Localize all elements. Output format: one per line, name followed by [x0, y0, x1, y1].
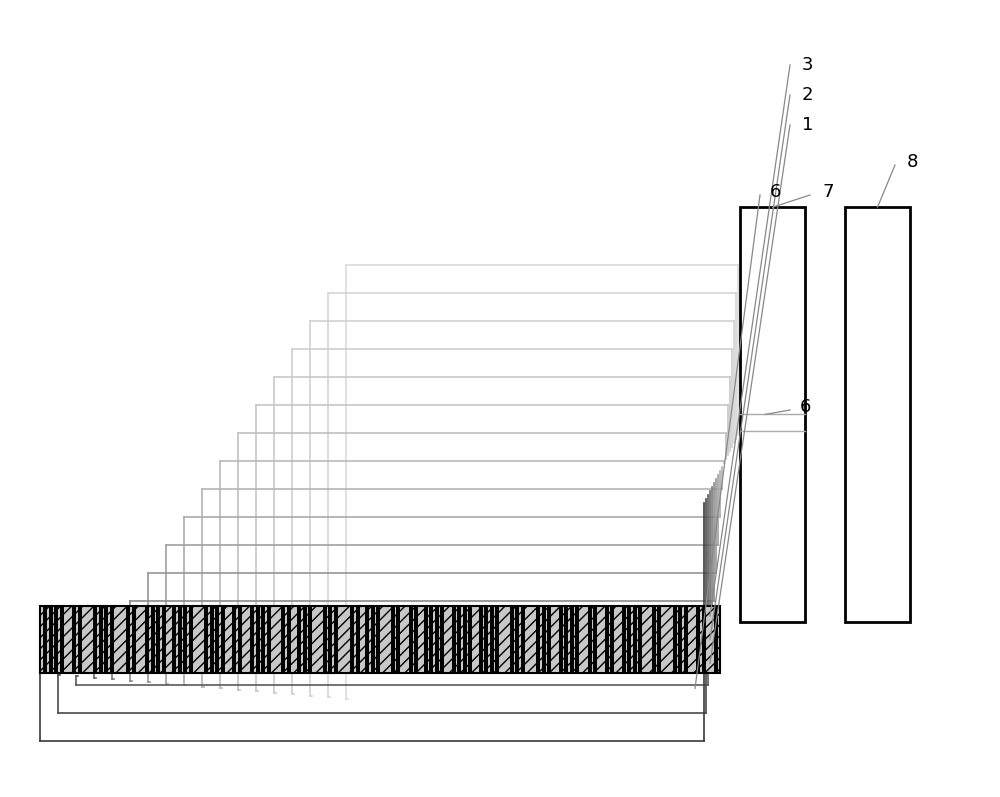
Bar	[287, 607, 290, 673]
Bar	[479, 607, 482, 673]
Bar	[250, 607, 254, 673]
Bar	[490, 607, 494, 673]
Bar	[145, 607, 149, 673]
Bar	[588, 607, 592, 673]
Bar	[150, 607, 154, 673]
Bar	[657, 607, 661, 673]
Bar	[162, 607, 166, 673]
Bar	[98, 607, 103, 673]
Bar	[370, 607, 374, 673]
Bar	[188, 607, 192, 673]
Bar	[256, 607, 260, 673]
Bar	[396, 607, 400, 673]
Bar	[684, 607, 688, 673]
Text: 7: 7	[822, 183, 834, 201]
Bar	[434, 607, 438, 673]
Bar	[302, 607, 306, 673]
Bar	[204, 607, 208, 673]
Bar	[232, 607, 236, 673]
Bar	[178, 607, 182, 673]
Bar	[238, 607, 242, 673]
Bar	[570, 607, 574, 673]
Bar	[156, 607, 160, 673]
Bar	[457, 607, 461, 673]
Bar	[714, 607, 718, 673]
Bar	[60, 607, 64, 673]
Bar	[575, 607, 579, 673]
Bar	[468, 607, 472, 673]
Bar	[678, 607, 682, 673]
Bar	[452, 607, 456, 673]
Bar	[424, 607, 428, 673]
Bar	[48, 607, 52, 673]
Bar	[220, 607, 224, 673]
Bar	[110, 607, 114, 673]
Bar	[72, 607, 76, 673]
Bar	[610, 607, 614, 673]
Bar	[462, 607, 466, 673]
Text: 8: 8	[907, 153, 918, 171]
Bar	[281, 607, 285, 673]
Bar	[390, 607, 394, 673]
Bar	[564, 607, 568, 673]
Bar	[696, 607, 700, 673]
Text: 3: 3	[802, 56, 814, 74]
Bar	[515, 607, 519, 673]
Text: 2: 2	[802, 86, 814, 104]
Bar	[604, 607, 608, 673]
Bar	[510, 607, 514, 673]
Bar	[495, 607, 499, 673]
Bar	[740, 207, 805, 622]
Bar	[536, 607, 540, 673]
Bar	[183, 607, 187, 673]
Bar	[132, 607, 136, 673]
Bar	[409, 607, 413, 673]
Bar	[593, 607, 597, 673]
Bar	[414, 607, 418, 673]
Bar	[308, 607, 312, 673]
Text: 6: 6	[800, 398, 811, 416]
Bar	[440, 607, 444, 673]
Bar	[297, 607, 301, 673]
Bar	[702, 607, 706, 673]
Bar	[542, 607, 546, 673]
Bar	[93, 607, 97, 673]
Bar	[210, 607, 214, 673]
Bar	[266, 607, 270, 673]
Bar	[78, 607, 82, 673]
Bar	[672, 607, 676, 673]
Text: 1: 1	[802, 116, 813, 134]
Bar	[376, 607, 380, 673]
Bar	[43, 607, 47, 673]
Bar	[365, 607, 369, 673]
Bar	[40, 606, 720, 673]
Bar	[126, 607, 130, 673]
Bar	[350, 607, 354, 673]
Bar	[328, 607, 332, 673]
Bar	[652, 607, 656, 673]
Bar	[356, 607, 360, 673]
Bar	[627, 607, 631, 673]
Bar	[322, 607, 326, 673]
Bar	[172, 607, 176, 673]
Bar	[558, 607, 562, 673]
Bar	[520, 607, 524, 673]
Bar	[547, 607, 551, 673]
Bar	[638, 607, 642, 673]
Bar	[54, 607, 58, 673]
Bar	[633, 607, 637, 673]
Bar	[622, 607, 626, 673]
Bar	[261, 607, 265, 673]
Bar	[845, 207, 910, 622]
Text: 6: 6	[770, 183, 781, 201]
Bar	[215, 607, 219, 673]
Bar	[484, 607, 488, 673]
Bar	[429, 607, 433, 673]
Bar	[104, 607, 108, 673]
Bar	[334, 607, 338, 673]
